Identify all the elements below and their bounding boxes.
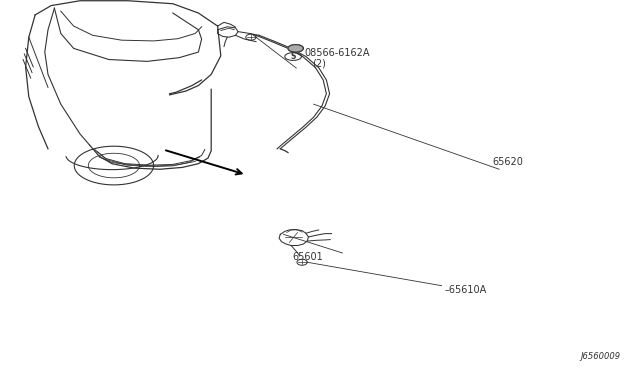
Text: S: S: [291, 52, 296, 61]
Text: 65601: 65601: [292, 252, 323, 262]
Text: 65620: 65620: [493, 157, 524, 167]
Text: 08566-6162A: 08566-6162A: [304, 48, 369, 58]
Ellipse shape: [288, 45, 303, 52]
Text: –65610A: –65610A: [445, 285, 487, 295]
Text: J6560009: J6560009: [580, 352, 621, 361]
Text: (2): (2): [312, 59, 326, 69]
